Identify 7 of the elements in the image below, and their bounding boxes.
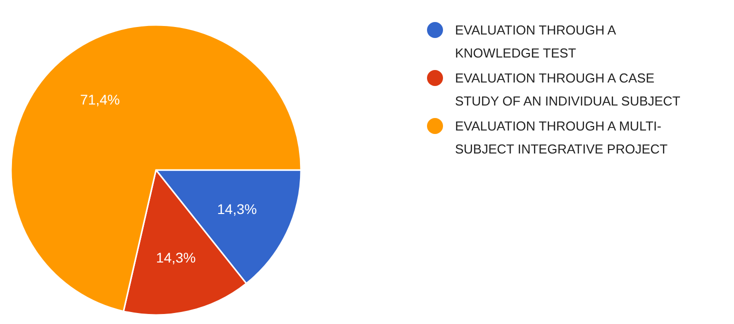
legend-label: EVALUATION THROUGH A CASE STUDY OF AN INDIVIDUAL SUBJECT [455,70,680,109]
data-label: 71,4% [80,92,120,108]
legend-label: EVALUATION THROUGH A MULTI-SUBJECT INTEGRATIVE PROJECT [455,118,668,157]
legend-label: EVALUATION THROUGH A KNOWLEDGE TEST [455,22,616,61]
data-label: 14,3% [156,250,196,266]
data-label: 14,3% [217,200,257,217]
pie-slice [10,24,302,312]
